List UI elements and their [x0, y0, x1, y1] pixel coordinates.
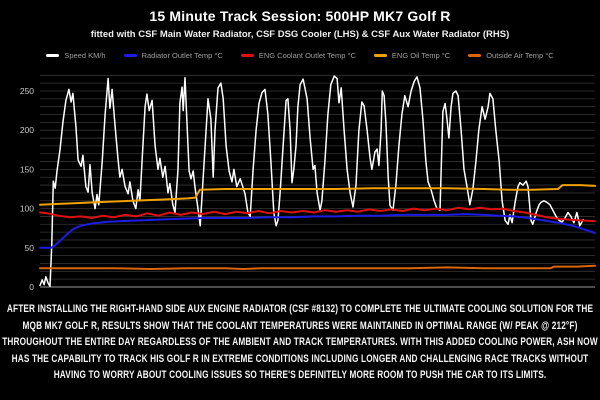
legend-swatch-icon [468, 54, 482, 57]
y-tick-label: 0 [29, 282, 34, 292]
legend-item: ENG Oil Temp °C [373, 51, 451, 60]
legend-label: Radiator Outlet Temp °C [141, 51, 223, 60]
series-line [39, 184, 596, 206]
y-tick-label: 250 [20, 86, 34, 96]
series-line [39, 213, 596, 249]
y-tick-label: 150 [20, 164, 34, 174]
series-line [39, 75, 584, 287]
legend-swatch-icon [373, 54, 387, 57]
y-tick-label: 100 [20, 204, 34, 214]
series-line [39, 264, 596, 270]
legend-swatch-icon [46, 54, 60, 57]
legend-item: ENG Coolant Outlet Temp °C [240, 51, 356, 60]
legend-label: Outside Air Temp °C [486, 51, 554, 60]
legend-item: Outside Air Temp °C [468, 51, 554, 60]
legend-label: ENG Oil Temp °C [391, 51, 451, 60]
legend-item: Speed KM/h [46, 51, 106, 60]
caption-block: AFTER INSTALLING THE RIGHT-HAND SIDE AUX… [0, 301, 600, 396]
series-line [39, 206, 596, 223]
y-tick-label: 200 [20, 125, 34, 135]
legend-swatch-icon [240, 54, 254, 57]
legend-label: ENG Coolant Outlet Temp °C [258, 51, 356, 60]
page-title: 15 Minute Track Session: 500HP MK7 Golf … [149, 8, 451, 24]
chart-legend: Speed KM/h Radiator Outlet Temp °C ENG Coo… [0, 51, 600, 60]
legend-item: Radiator Outlet Temp °C [123, 51, 223, 60]
legend-label: Speed KM/h [64, 51, 106, 60]
page-subtitle: fitted with CSF Main Water Radiator, CSF… [90, 29, 510, 40]
y-tick-label: 50 [25, 243, 35, 253]
caption-text: AFTER INSTALLING THE RIGHT-HAND SIDE AUX… [2, 303, 598, 381]
line-chart: 0 50 100 150 200 250 [20, 74, 596, 292]
legend-swatch-icon [123, 54, 137, 57]
